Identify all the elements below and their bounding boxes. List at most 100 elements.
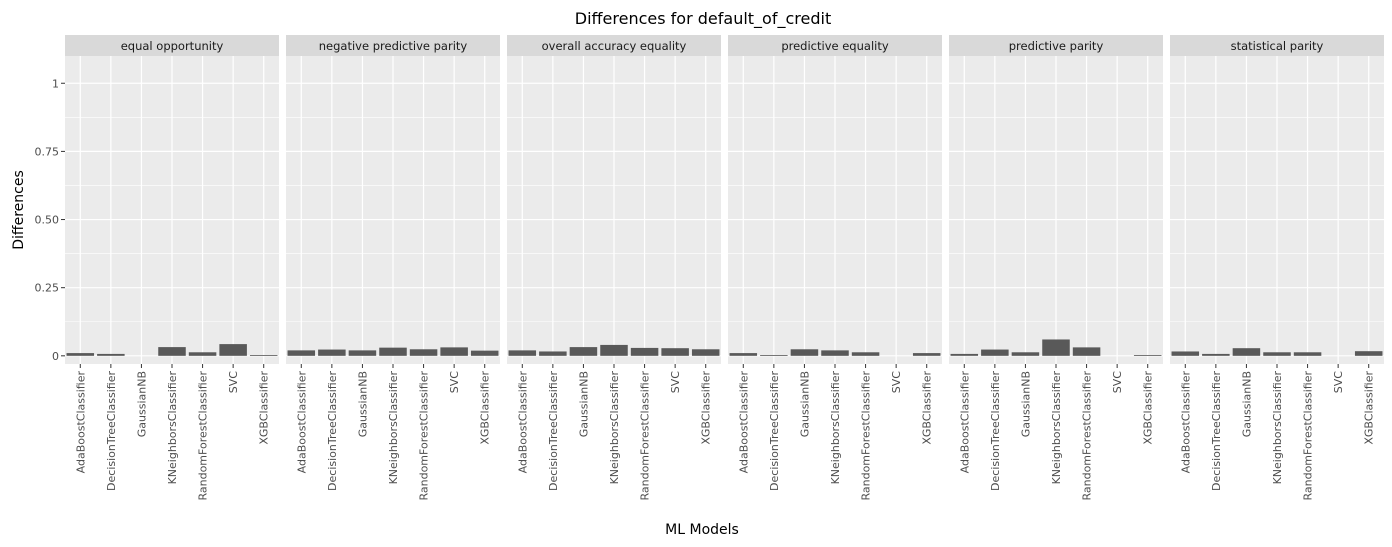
facet-strip-label: predictive equality	[781, 39, 889, 53]
facet-strip	[65, 35, 279, 56]
y-tick-label: 0.75	[35, 145, 60, 158]
bar	[600, 344, 628, 356]
x-tick-label: RandomForestClassifier	[418, 371, 431, 501]
bar	[66, 353, 95, 356]
x-tick-label: DecisionTreeClassifier	[768, 371, 781, 491]
bar	[1042, 339, 1070, 356]
bar	[318, 349, 346, 356]
bar	[348, 350, 377, 356]
x-tick-label: SVC	[227, 371, 240, 394]
x-tick-label: AdaBoostClassifier	[295, 371, 308, 474]
facet-strip	[286, 35, 500, 56]
x-tick-label: RandomForestClassifier	[1081, 371, 1094, 501]
x-tick-label: XGBClassifier	[1363, 371, 1376, 445]
y-tick-label: 1	[52, 77, 59, 90]
facet-strip-label: overall accuracy equality	[542, 39, 687, 53]
x-tick-label: SVC	[669, 371, 682, 394]
x-tick-label: GaussianNB	[577, 371, 590, 437]
facet-strip-label: equal opportunity	[121, 39, 224, 53]
bar	[912, 353, 941, 356]
x-tick-label: AdaBoostClassifier	[1179, 371, 1192, 474]
bar	[569, 347, 598, 356]
x-tick-label: SVC	[890, 371, 903, 394]
bar	[821, 350, 849, 356]
x-tick-label: SVC	[1111, 371, 1124, 394]
x-tick-label: AdaBoostClassifier	[737, 371, 750, 474]
x-tick-label: XGBClassifier	[479, 371, 492, 445]
x-tick-label: KNeighborsClassifier	[608, 371, 621, 485]
x-tick-label: KNeighborsClassifier	[387, 371, 400, 485]
x-axis-title: ML Models	[665, 522, 739, 538]
x-tick-label: DecisionTreeClassifier	[989, 371, 1002, 491]
x-tick-label: DecisionTreeClassifier	[1210, 371, 1223, 491]
bar	[508, 350, 537, 356]
x-tick-label: XGBClassifier	[1142, 371, 1155, 445]
x-tick-label: AdaBoostClassifier	[958, 371, 971, 474]
bar	[1133, 355, 1162, 356]
bar	[158, 347, 186, 356]
x-tick-label: SVC	[448, 371, 461, 394]
bar	[630, 347, 659, 356]
bar	[470, 350, 499, 356]
x-tick-label: AdaBoostClassifier	[74, 371, 87, 474]
x-tick-label: DecisionTreeClassifier	[326, 371, 339, 491]
x-tick-label: KNeighborsClassifier	[829, 371, 842, 485]
facet-strip	[949, 35, 1163, 56]
x-tick-label: KNeighborsClassifier	[166, 371, 179, 485]
x-tick-label: GaussianNB	[356, 371, 369, 437]
bar	[729, 353, 758, 356]
bar	[539, 351, 567, 356]
bar	[188, 352, 217, 356]
y-tick-label: 0.50	[35, 214, 60, 227]
x-tick-label: XGBClassifier	[258, 371, 271, 445]
bar	[790, 349, 819, 356]
bar	[440, 347, 468, 356]
bar	[1232, 348, 1261, 356]
x-tick-label: KNeighborsClassifier	[1271, 371, 1284, 485]
bar	[219, 344, 247, 356]
facet-strip-label: negative predictive parity	[319, 39, 468, 53]
facet-strip-label: statistical parity	[1231, 39, 1324, 53]
bar	[1354, 351, 1383, 356]
x-tick-label: AdaBoostClassifier	[516, 371, 529, 474]
bar	[1293, 352, 1322, 356]
x-tick-label: SVC	[1332, 371, 1345, 394]
bar	[1171, 351, 1200, 356]
x-tick-label: KNeighborsClassifier	[1050, 371, 1063, 485]
x-tick-label: XGBClassifier	[921, 371, 934, 445]
bar	[1072, 347, 1101, 356]
x-tick-label: GaussianNB	[135, 371, 148, 437]
y-axis-title: Differences	[11, 170, 27, 249]
x-tick-label: RandomForestClassifier	[1302, 371, 1315, 501]
facet-panels: 0 0.25 0.50 0.75 1 equal opportunity AdaBoostC…	[35, 35, 1384, 501]
x-tick-label: GaussianNB	[1240, 371, 1253, 437]
bar	[661, 348, 689, 356]
bar	[760, 355, 788, 356]
bar	[981, 349, 1009, 356]
bar	[1263, 352, 1291, 356]
bar	[1202, 353, 1230, 356]
x-tick-label: RandomForestClassifier	[860, 371, 873, 501]
x-tick-label: RandomForestClassifier	[197, 371, 210, 501]
bar	[1011, 352, 1040, 356]
bar	[249, 355, 278, 356]
x-tick-label: GaussianNB	[798, 371, 811, 437]
y-tick-label: 0	[52, 350, 59, 363]
facet-strip	[507, 35, 721, 56]
x-tick-label: DecisionTreeClassifier	[105, 371, 118, 491]
x-tick-label: DecisionTreeClassifier	[547, 371, 560, 491]
y-tick-label: 0.25	[35, 282, 60, 295]
bar	[379, 347, 407, 356]
bar	[851, 352, 880, 356]
x-tick-label: XGBClassifier	[700, 371, 713, 445]
x-tick-label: GaussianNB	[1019, 371, 1032, 437]
bar	[691, 349, 720, 356]
facet-strip-label: predictive parity	[1009, 39, 1104, 53]
bar	[409, 349, 438, 356]
bar	[950, 353, 979, 356]
chart-title: Differences for default_of_credit	[575, 9, 831, 29]
bar	[287, 350, 316, 356]
bar	[97, 353, 125, 356]
